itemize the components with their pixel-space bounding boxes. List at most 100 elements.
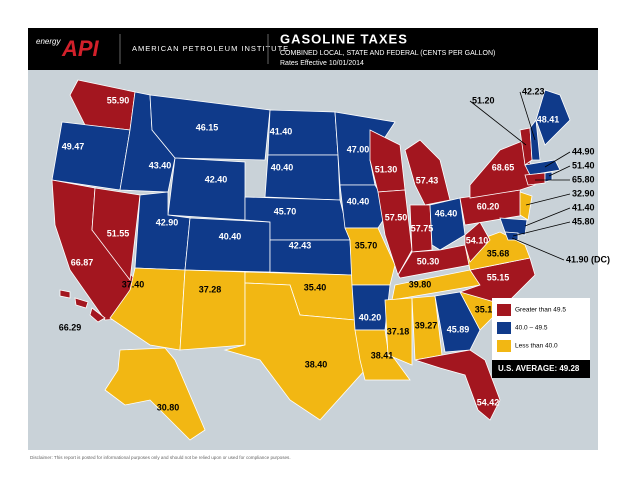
state <box>104 347 206 441</box>
state-value: 35.70 <box>355 240 378 250</box>
state <box>499 217 528 236</box>
state-value: 45.89 <box>447 324 470 334</box>
state-value: 42.40 <box>205 174 228 184</box>
state-value: 54.42 <box>477 397 500 407</box>
leader-line <box>525 193 571 206</box>
state-value: 35.15 <box>475 304 498 314</box>
legend-label: Less than 40.0 <box>515 343 558 350</box>
legend: Greater than 49.5 40.0 – 49.5 Less than 40… <box>497 304 566 352</box>
state-value: 51.55 <box>107 228 130 238</box>
state-value: 40.20 <box>359 312 382 322</box>
state-value: 60.20 <box>477 201 500 211</box>
legend-swatch <box>497 340 511 352</box>
state <box>91 187 141 282</box>
state-value: 37.40 <box>122 279 145 289</box>
title: GASOLINE TAXES <box>280 31 408 46</box>
state <box>524 172 546 186</box>
state-value: 40.40 <box>219 231 242 241</box>
disclaimer: Disclaimer: This report is posted for in… <box>30 455 291 460</box>
effective-date: Rates Effective 10/01/2014 <box>280 60 364 67</box>
state-value: 32.90 <box>572 188 595 198</box>
state-value: 42.90 <box>156 217 179 227</box>
legend-swatch <box>497 304 511 316</box>
state-value: 57.75 <box>411 223 434 233</box>
legend-swatch <box>497 322 511 334</box>
state-value: 39.27 <box>415 320 438 330</box>
state-value: 41.90 (DC) <box>566 254 610 264</box>
state-value: 39.80 <box>409 279 432 289</box>
legend-label: Greater than 49.5 <box>515 307 566 314</box>
state <box>414 349 501 421</box>
state-value: 47.00 <box>347 144 370 154</box>
logo: API <box>61 36 100 61</box>
state <box>223 282 366 421</box>
state-value: 51.40 <box>572 160 595 170</box>
state-value: 48.41 <box>537 114 560 124</box>
organization: AMERICAN PETROLEUM INSTITUTE <box>132 44 289 53</box>
average-bar <box>492 360 590 378</box>
state-value: 46.15 <box>196 122 219 132</box>
state-value: 68.65 <box>492 162 515 172</box>
state-value: 35.40 <box>304 282 327 292</box>
state-value: 37.28 <box>199 284 222 294</box>
state <box>167 157 246 221</box>
state <box>184 217 271 273</box>
state <box>519 191 533 221</box>
state <box>504 231 519 241</box>
legend-label: 40.0 – 49.5 <box>515 325 548 332</box>
state <box>429 197 466 251</box>
state <box>149 94 271 161</box>
leader-line <box>544 151 571 168</box>
state-value: 35.68 <box>487 248 510 258</box>
state-value: 57.43 <box>416 175 439 185</box>
state <box>384 297 413 366</box>
state <box>354 329 411 381</box>
state <box>464 221 491 263</box>
state-value: 51.30 <box>375 164 398 174</box>
state <box>524 159 561 176</box>
state-value: 57.50 <box>385 212 408 222</box>
leader-line <box>511 237 565 261</box>
state-value: 50.30 <box>417 256 440 266</box>
state-value: 65.80 <box>572 174 595 184</box>
leader-line <box>548 165 571 177</box>
average: U.S. AVERAGE: 49.28 <box>498 364 580 373</box>
state <box>351 284 391 331</box>
state-value: 55.15 <box>487 272 510 282</box>
state-value: 37.18 <box>387 326 410 336</box>
state-value: 44.90 <box>572 146 595 156</box>
state <box>469 139 536 199</box>
logo-small: energy <box>36 37 61 46</box>
state-value: 66.87 <box>71 257 94 267</box>
state-value: 40.40 <box>271 162 294 172</box>
state <box>377 189 413 276</box>
state-value: 42.43 <box>289 240 312 250</box>
header-bar <box>28 28 598 70</box>
state <box>51 121 131 191</box>
state-value: 51.20 <box>472 95 495 105</box>
state <box>179 269 246 351</box>
state <box>544 171 553 183</box>
state-value: 49.47 <box>62 141 85 151</box>
state-value: 46.40 <box>435 208 458 218</box>
state-value: 42.23 <box>522 86 545 96</box>
state <box>535 89 571 146</box>
state-value: 45.80 <box>572 216 595 226</box>
state-value: 40.40 <box>347 196 370 206</box>
state-value: 66.29 <box>59 322 82 332</box>
leader-line <box>519 91 536 141</box>
state-value: 54.10 <box>466 235 489 245</box>
state-value: 41.40 <box>572 202 595 212</box>
state-value: 38.40 <box>305 359 328 369</box>
states: 55.90 49.47 66.87 51.55 43.40 46.15 42.40 42.90… <box>51 79 610 441</box>
leader-line <box>524 207 571 227</box>
state-value: 30.80 <box>157 402 180 412</box>
state-value: 45.70 <box>274 206 297 216</box>
state <box>409 204 433 253</box>
state <box>434 291 481 353</box>
leader-line <box>512 221 571 237</box>
state-value: 55.90 <box>107 95 130 105</box>
leader-line <box>469 100 527 146</box>
state-value: 38.41 <box>371 350 394 360</box>
